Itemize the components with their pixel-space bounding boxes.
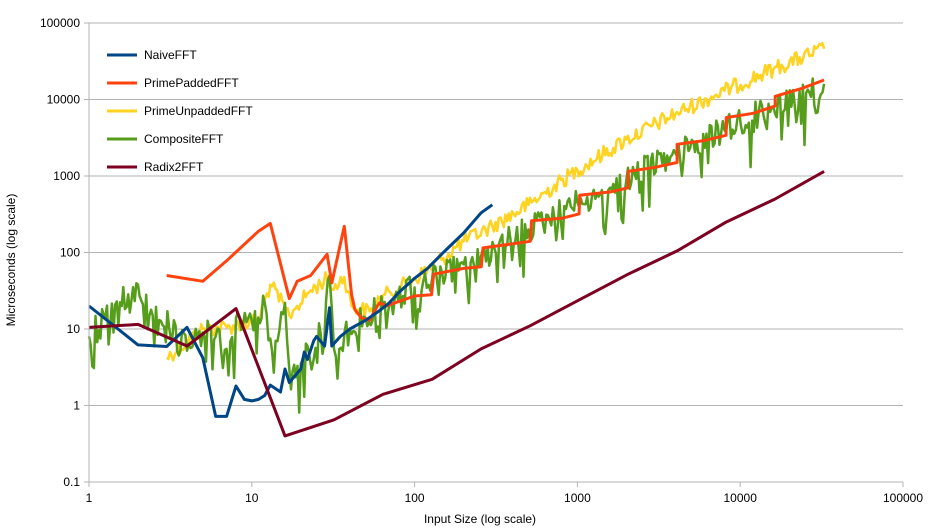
axes	[84, 22, 904, 487]
x-tick-label: 1	[86, 491, 93, 505]
legend-label: Radix2FFT	[144, 160, 204, 174]
x-axis-label: Input Size (log scale)	[424, 512, 536, 526]
y-tick-label: 10	[67, 322, 81, 336]
series-line-naivefft	[88, 203, 494, 418]
y-tick-label: 100000	[40, 16, 80, 30]
plot-area	[87, 41, 826, 438]
x-tick-label: 100	[405, 491, 425, 505]
y-tick-label: 100	[60, 246, 80, 260]
x-tick-label: 10	[245, 491, 259, 505]
series-line-primepaddedfft	[166, 78, 825, 322]
y-tick-labels: 0.1 1 10 100 1000 10000 100000	[40, 16, 80, 489]
y-tick-label: 10000	[47, 93, 81, 107]
series-line-primeunpaddedfft	[165, 41, 826, 362]
legend: NaiveFFT PrimePaddedFFT PrimeUnpaddedFFT Co…	[107, 48, 253, 174]
x-tick-labels: 1 10 100 1000 10000 100000	[86, 491, 924, 505]
y-tick-label: 1	[73, 399, 80, 413]
x-tick-label: 1000	[564, 491, 591, 505]
series-line-radix2fft	[88, 170, 825, 438]
y-axis-label: Microseconds (log scale)	[4, 194, 18, 327]
legend-label: NaiveFFT	[144, 48, 197, 62]
x-tick-label: 10000	[724, 491, 758, 505]
legend-label: PrimeUnpaddedFFT	[144, 104, 253, 118]
legend-label: PrimePaddedFFT	[144, 76, 239, 90]
y-tick-label: 1000	[53, 169, 80, 183]
y-tick-label: 0.1	[63, 475, 80, 489]
legend-label: CompositeFFT	[144, 132, 224, 146]
x-tick-label: 100000	[883, 491, 923, 505]
